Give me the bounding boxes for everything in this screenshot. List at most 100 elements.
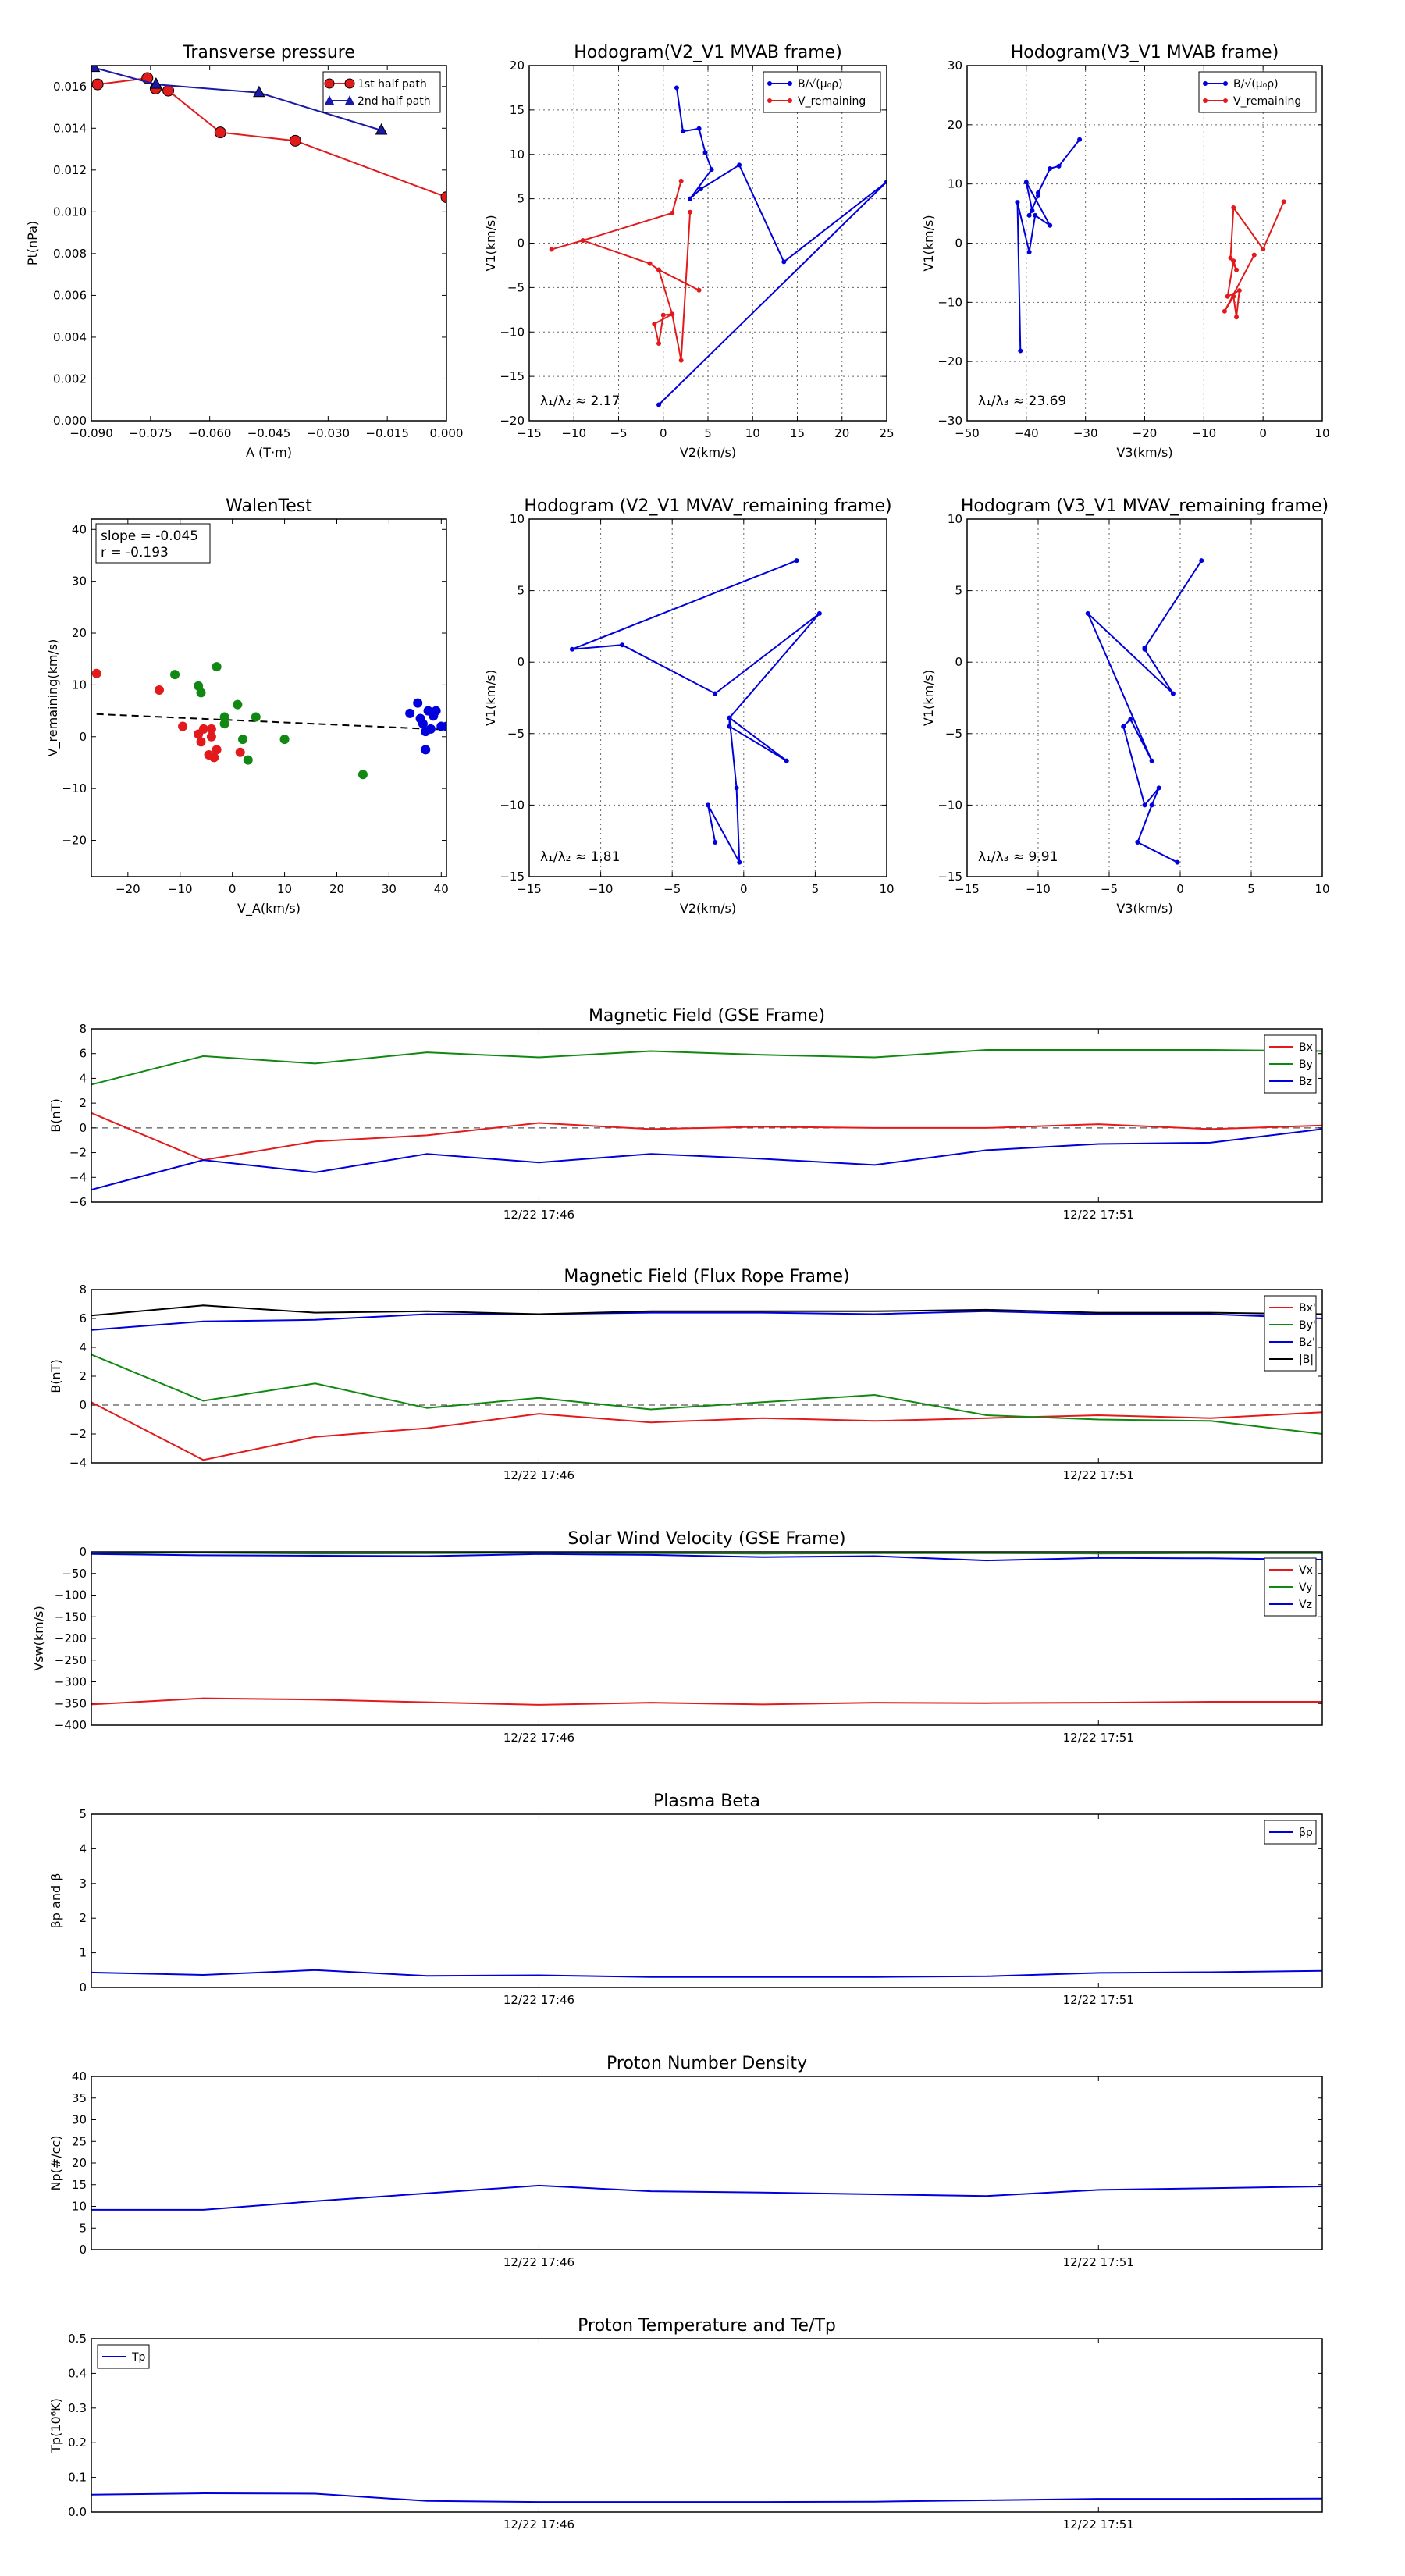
data-point — [713, 691, 718, 696]
legend-marker — [324, 78, 335, 89]
y-tick-label: 0.3 — [68, 2401, 87, 2415]
x-tick-label: −20 — [1133, 426, 1158, 440]
series-line-1 — [91, 1112, 1322, 1162]
y-tick-label: 5 — [955, 584, 962, 598]
plot-area — [1085, 558, 1204, 865]
data-point — [375, 123, 388, 135]
fit-line — [96, 713, 442, 731]
chart-panel-7: 12/22 17:46 12/22 17:51 −6 −4 −2 0 2 4 6 8 Magneti… — [48, 1006, 1323, 1222]
x-tick-label: 12/22 17:51 — [1063, 1468, 1134, 1482]
ratio-annotation: λ₁/λ₂ ≈ 1.81 — [540, 849, 620, 865]
data-point — [212, 662, 222, 672]
data-point — [1048, 165, 1053, 171]
data-point — [1228, 255, 1233, 261]
plot-area — [91, 1304, 1322, 1461]
x-tick-label: −0.045 — [247, 426, 291, 440]
data-point — [1231, 205, 1236, 210]
chart-panel-10: 12/22 17:46 12/22 17:51 0 1 2 3 4 5 Plasma Beta β… — [48, 1791, 1323, 2007]
data-point — [418, 719, 428, 729]
data-point — [1056, 163, 1062, 169]
y-tick-label: 40 — [72, 522, 87, 536]
series-line-2 — [91, 1049, 1322, 1086]
y-tick-label: 0 — [79, 730, 87, 744]
axes-frame — [91, 1028, 1323, 1203]
data-point — [219, 719, 229, 729]
data-point — [154, 685, 164, 696]
data-point — [206, 731, 216, 742]
data-point — [235, 747, 245, 757]
x-axis-label: A (T·m) — [246, 445, 292, 460]
chart-title: Solar Wind Velocity (GSE Frame) — [567, 1529, 845, 1549]
axes-frame — [91, 1289, 1323, 1464]
y-tick-label: −200 — [55, 1631, 87, 1646]
x-tick-label: 5 — [1247, 882, 1255, 896]
x-tick-label: −5 — [610, 426, 627, 440]
y-tick-label: −30 — [937, 414, 962, 428]
x-tick-label: 5 — [812, 882, 820, 896]
y-tick-label: 0.010 — [53, 205, 87, 219]
y-axis-label: Pt(nPa) — [25, 221, 40, 265]
legend-label: Bz — [1299, 1076, 1312, 1088]
plot-area — [549, 85, 887, 407]
data-point — [656, 267, 662, 272]
series-line-4 — [91, 1304, 1322, 1317]
chart-title: Plasma Beta — [653, 1791, 760, 1811]
y-tick-label: 0 — [517, 237, 525, 251]
x-axis-label: V2(km/s) — [680, 445, 736, 460]
y-tick-label: 15 — [72, 2178, 87, 2192]
x-axis-label: V3(km/s) — [1116, 901, 1172, 916]
y-tick-label: 6 — [79, 1311, 87, 1325]
legend-marker — [767, 98, 772, 103]
x-tick-label: −15 — [517, 882, 542, 896]
y-tick-label: −20 — [500, 414, 525, 428]
x-tick-label: 12/22 17:51 — [1063, 2255, 1134, 2269]
data-point — [357, 770, 368, 780]
data-point — [253, 85, 265, 98]
y-tick-label: −20 — [937, 354, 962, 368]
chart-title: Magnetic Field (Flux Rope Frame) — [564, 1267, 849, 1286]
axes-frame — [91, 518, 447, 877]
data-point — [1149, 758, 1154, 763]
data-point — [678, 178, 684, 183]
axes-frame — [91, 65, 447, 422]
legend-label: βp — [1299, 1827, 1313, 1839]
axes-frame — [91, 2076, 1323, 2250]
data-point — [781, 259, 787, 265]
series-line-1 — [91, 2184, 1322, 2211]
y-tick-label: −250 — [55, 1653, 87, 1667]
data-point — [1023, 180, 1029, 185]
series-line-1 — [658, 87, 887, 406]
legend-label: Vz — [1299, 1599, 1312, 1611]
data-point — [178, 721, 188, 731]
series-line-3 — [91, 1128, 1322, 1191]
data-point — [1033, 212, 1038, 218]
y-tick-label: 5 — [517, 584, 525, 598]
x-tick-label: −10 — [1026, 882, 1051, 896]
x-tick-label: 12/22 17:46 — [503, 1208, 574, 1222]
series-line-1 — [91, 1401, 1322, 1461]
data-point — [1018, 348, 1023, 354]
legend-label: 2nd half path — [357, 95, 431, 108]
y-tick-label: −15 — [500, 369, 525, 383]
x-tick-label: −50 — [955, 426, 980, 440]
legend-label: 1st half path — [357, 78, 427, 91]
y-tick-label: −10 — [62, 781, 87, 795]
axes-frame — [528, 518, 887, 877]
chart-title: Proton Temperature and Te/Tp — [578, 2316, 836, 2336]
data-point — [198, 724, 208, 734]
legend-marker — [345, 95, 354, 105]
y-tick-label: 0 — [79, 1545, 87, 1559]
y-tick-label: 0 — [79, 1398, 87, 1412]
y-tick-label: 0.4 — [68, 2366, 87, 2380]
x-axis-label: V3(km/s) — [1116, 445, 1172, 460]
x-axis-label: V2(km/s) — [680, 901, 736, 916]
data-point — [1085, 610, 1090, 616]
legend-label: V_remaining — [798, 95, 866, 108]
data-point — [421, 745, 431, 755]
legend-label: Tp — [131, 2351, 146, 2364]
x-tick-label: 0.000 — [430, 426, 464, 440]
y-tick-label: 0.000 — [53, 414, 87, 428]
data-point — [1077, 137, 1083, 142]
data-point — [1156, 785, 1161, 791]
